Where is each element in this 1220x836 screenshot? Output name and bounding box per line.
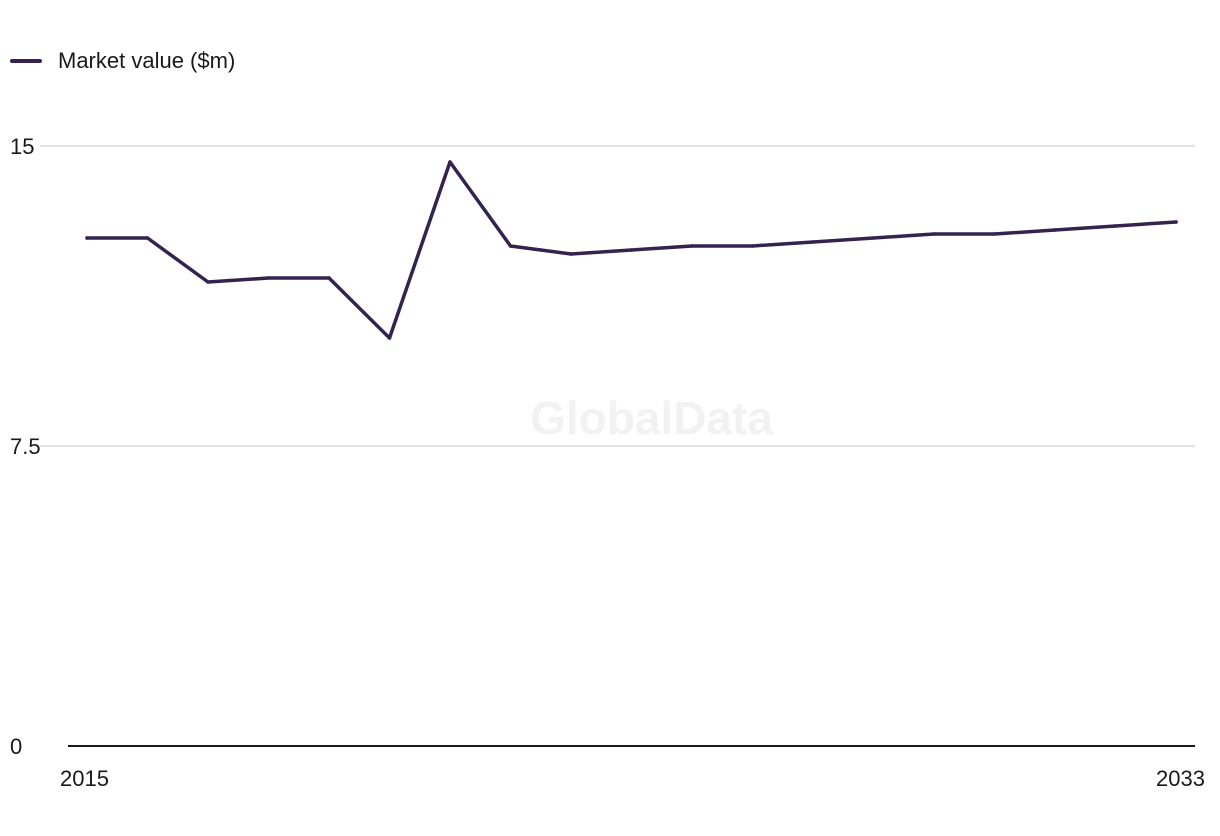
data-point — [206, 280, 210, 284]
legend-label: Market value ($m) — [58, 48, 236, 73]
data-point — [145, 236, 150, 240]
data-point — [811, 240, 815, 244]
x-tick-label: 2033 — [1156, 766, 1205, 791]
data-point — [1053, 228, 1057, 232]
axes: 0 7.5 15 2015 2033 — [10, 134, 1205, 791]
data-point — [1174, 220, 1178, 224]
data-point — [266, 276, 271, 280]
data-point — [932, 232, 936, 236]
data-point — [992, 232, 997, 236]
y-tick-label: 7.5 — [10, 434, 41, 459]
data-point — [1113, 224, 1118, 228]
legend: Market value ($m) — [10, 46, 235, 76]
data-point — [85, 236, 89, 240]
watermark: GlobalData — [530, 392, 773, 444]
x-tick-label: 2015 — [60, 766, 109, 791]
data-point — [448, 160, 452, 164]
data-points — [85, 160, 1178, 340]
data-point — [690, 244, 694, 248]
y-tick-label: 15 — [10, 134, 34, 159]
gridlines — [40, 145, 1195, 447]
data-point — [508, 244, 513, 248]
data-point — [871, 236, 876, 240]
data-point — [569, 252, 573, 256]
y-tick-label: 0 — [10, 734, 22, 759]
data-point — [387, 336, 392, 340]
data-point — [750, 244, 755, 248]
legend-swatch — [10, 59, 42, 63]
data-point — [629, 248, 634, 252]
data-point — [327, 276, 331, 280]
